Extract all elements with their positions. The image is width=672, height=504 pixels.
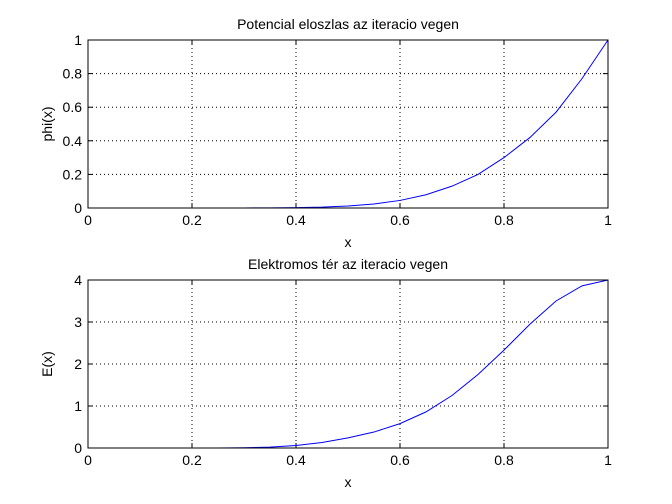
y-tick-label: 0.6 — [63, 99, 83, 115]
x-tick-label: 1 — [604, 212, 612, 228]
y-tick-label: 4 — [74, 272, 82, 288]
x-tick-label: 0.8 — [494, 212, 514, 228]
x-tick-label: 0.2 — [182, 452, 202, 468]
y-axis-label-top: phi(x) — [39, 106, 55, 141]
y-tick-label: 0 — [74, 440, 82, 456]
axes-box-bottom — [87, 279, 609, 449]
y-tick-label: 1 — [74, 398, 82, 414]
chart-title-top: Potencial eloszlas az iteracio vegen — [237, 16, 459, 32]
axes-top — [87, 39, 609, 209]
x-tick-label: 0.2 — [182, 212, 202, 228]
y-tick-label: 0.2 — [63, 166, 83, 182]
x-tick-label: 0 — [84, 452, 92, 468]
y-tick-label: 3 — [74, 314, 82, 330]
plot-area-top — [88, 40, 608, 208]
x-tick-label: 0.4 — [286, 452, 306, 468]
x-axis-label-bottom: x — [345, 474, 352, 490]
y-tick-label: 0 — [74, 200, 82, 216]
x-tick-label: 0 — [84, 212, 92, 228]
x-tick-label: 1 — [604, 452, 612, 468]
y-tick-label: 2 — [74, 356, 82, 372]
y-tick-label: 0.8 — [63, 66, 83, 82]
chart-title-bottom: Elektromos tér az iteracio vegen — [248, 256, 448, 272]
axes-bottom — [87, 279, 609, 449]
x-tick-label: 0.6 — [390, 452, 410, 468]
x-tick-label: 0.8 — [494, 452, 514, 468]
axes-box-top — [87, 39, 609, 209]
y-tick-label: 0.4 — [63, 133, 83, 149]
y-axis-label-bottom: E(x) — [39, 351, 55, 377]
x-tick-label: 0.4 — [286, 212, 306, 228]
y-tick-label: 1 — [74, 32, 82, 48]
x-axis-label-top: x — [345, 234, 352, 250]
x-tick-label: 0.6 — [390, 212, 410, 228]
